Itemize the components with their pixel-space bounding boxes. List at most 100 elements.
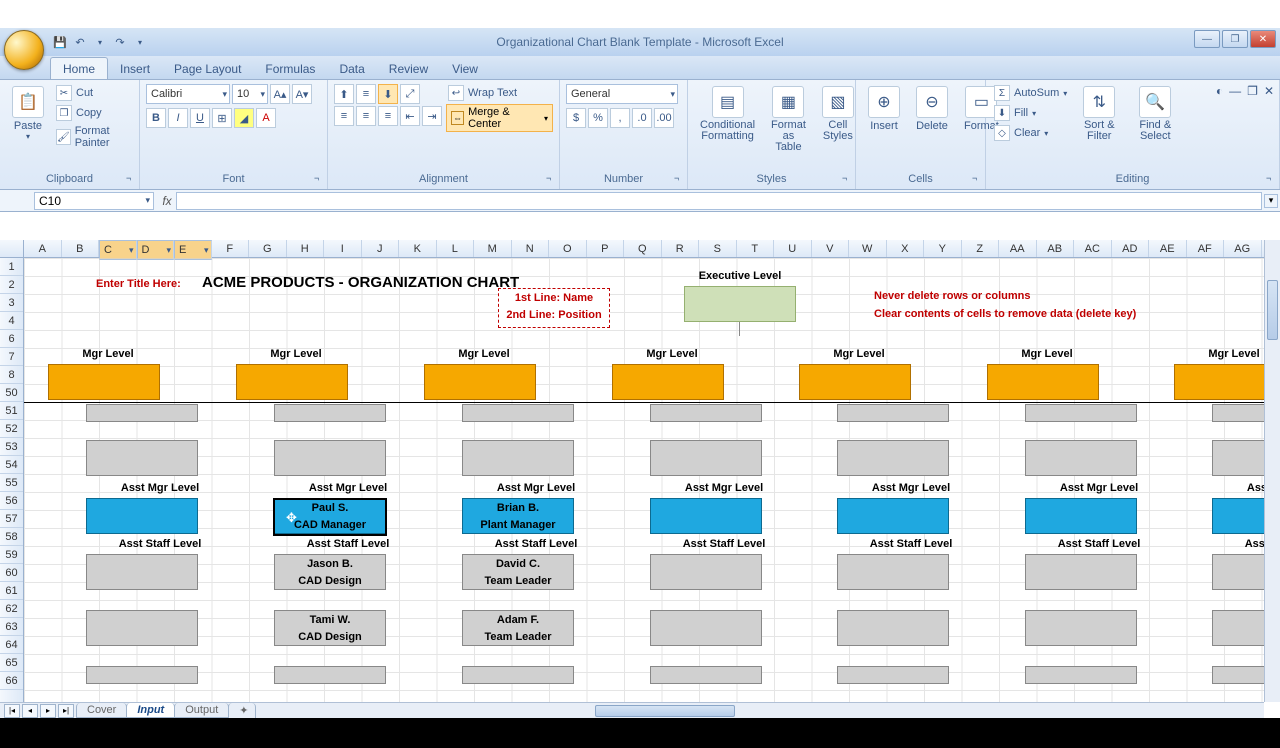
conditional-formatting-button[interactable]: ▤Conditional Formatting (694, 84, 761, 144)
asst-mgr-box[interactable] (837, 498, 949, 534)
row-header-4[interactable]: 4 (0, 312, 23, 330)
mgr-box[interactable] (799, 364, 911, 400)
sheet-tab-cover[interactable]: Cover (76, 703, 127, 718)
staff-box[interactable] (274, 440, 386, 476)
cut-button[interactable]: ✂Cut (54, 84, 133, 102)
tab-nav-first[interactable]: |◂ (4, 704, 20, 718)
asst-staff-box[interactable] (837, 554, 949, 590)
staff-box[interactable] (650, 440, 762, 476)
col-header-AE[interactable]: AE (1149, 240, 1187, 257)
asst-staff-box[interactable] (837, 610, 949, 646)
delete-cells-button[interactable]: ⊖Delete (910, 84, 954, 134)
align-right-button[interactable]: ≡ (378, 106, 398, 126)
grow-font-button[interactable]: A▴ (270, 84, 290, 104)
staff-box[interactable] (1212, 440, 1264, 476)
format-as-table-button[interactable]: ▦Format as Table (765, 84, 812, 155)
row-headers[interactable]: 1234678505152535455565758596061626364656… (0, 258, 24, 702)
col-header-AA[interactable]: AA (999, 240, 1037, 257)
asst-staff-box[interactable]: Jason B.CAD Design (274, 554, 386, 590)
vscroll-thumb[interactable] (1267, 280, 1278, 340)
asst-staff-box[interactable]: Tami W.CAD Design (274, 610, 386, 646)
col-header-AG[interactable]: AG (1224, 240, 1262, 257)
row-header-8[interactable]: 8 (0, 366, 23, 384)
number-format-select[interactable]: General (566, 84, 678, 104)
tab-view[interactable]: View (440, 58, 490, 79)
fx-icon[interactable]: fx (158, 194, 176, 208)
row-header-58[interactable]: 58 (0, 528, 23, 546)
asst-staff-box[interactable] (86, 666, 198, 684)
mgr-box[interactable] (424, 364, 536, 400)
asst-staff-box[interactable] (462, 666, 574, 684)
shrink-font-button[interactable]: A▾ (292, 84, 312, 104)
qat-undo-icon[interactable]: ↶ (72, 34, 88, 50)
asst-staff-box[interactable] (1212, 610, 1264, 646)
col-header-V[interactable]: V (812, 240, 850, 257)
row-header-65[interactable]: 65 (0, 654, 23, 672)
col-header-Z[interactable]: Z (962, 240, 1000, 257)
mgr-box[interactable] (1174, 364, 1264, 400)
find-select-button[interactable]: 🔍Find & Select (1129, 84, 1181, 144)
font-name-select[interactable]: Calibri (146, 84, 230, 104)
font-color-button[interactable]: A (256, 108, 276, 128)
select-all-button[interactable] (0, 240, 24, 257)
col-header-Y[interactable]: Y (924, 240, 962, 257)
col-header-G[interactable]: G (249, 240, 287, 257)
staff-box[interactable] (86, 440, 198, 476)
increase-indent-button[interactable]: ⇥ (422, 106, 442, 126)
asst-mgr-box[interactable] (1025, 498, 1137, 534)
row-header-51[interactable]: 51 (0, 402, 23, 420)
decrease-indent-button[interactable]: ⇤ (400, 106, 420, 126)
asst-mgr-box[interactable]: Brian B.Plant Manager (462, 498, 574, 534)
bold-button[interactable]: B (146, 108, 166, 128)
asst-staff-box[interactable]: Adam F.Team Leader (462, 610, 574, 646)
mgr-box[interactable] (987, 364, 1099, 400)
tab-formulas[interactable]: Formulas (253, 58, 327, 79)
tab-insert[interactable]: Insert (108, 58, 162, 79)
formula-expand-icon[interactable]: ▾ (1264, 194, 1278, 208)
staff-box[interactable] (1025, 440, 1137, 476)
minimize-ribbon-icon[interactable]: — (1229, 84, 1241, 98)
formula-bar[interactable] (176, 192, 1262, 210)
row-header-66[interactable]: 66 (0, 672, 23, 690)
merge-center-button[interactable]: ⇔Merge & Center▾ (446, 104, 553, 132)
asst-mgr-box[interactable] (1212, 498, 1264, 534)
qat-save-icon[interactable]: 💾 (52, 34, 68, 50)
insert-cells-button[interactable]: ⊕Insert (862, 84, 906, 134)
decrease-decimal-button[interactable]: .00 (654, 108, 674, 128)
asst-staff-box[interactable] (650, 554, 762, 590)
grid[interactable]: Enter Title Here: ACME PRODUCTS - ORGANI… (24, 258, 1264, 702)
col-header-P[interactable]: P (587, 240, 625, 257)
close-workbook-icon[interactable]: ✕ (1264, 84, 1274, 98)
col-header-AF[interactable]: AF (1187, 240, 1225, 257)
row-header-56[interactable]: 56 (0, 492, 23, 510)
currency-button[interactable]: $ (566, 108, 586, 128)
row-header-59[interactable]: 59 (0, 546, 23, 564)
mgr-box[interactable] (236, 364, 348, 400)
increase-decimal-button[interactable]: .0 (632, 108, 652, 128)
percent-button[interactable]: % (588, 108, 608, 128)
row-header-55[interactable]: 55 (0, 474, 23, 492)
col-header-B[interactable]: B (62, 240, 100, 257)
col-header-D[interactable]: D (137, 240, 175, 260)
tab-home[interactable]: Home (50, 57, 108, 79)
asst-staff-box[interactable] (650, 610, 762, 646)
qat-more-icon[interactable]: ▾ (132, 34, 148, 50)
name-box[interactable]: C10 (34, 192, 154, 210)
tab-data[interactable]: Data (327, 58, 376, 79)
paste-button[interactable]: 📋 Paste▾ (6, 84, 50, 143)
asst-staff-box[interactable] (1212, 554, 1264, 590)
col-header-Q[interactable]: Q (624, 240, 662, 257)
tab-nav-last[interactable]: ▸| (58, 704, 74, 718)
copy-button[interactable]: ❐Copy (54, 104, 133, 122)
row-header-53[interactable]: 53 (0, 438, 23, 456)
col-header-H[interactable]: H (287, 240, 325, 257)
align-left-button[interactable]: ≡ (334, 106, 354, 126)
staff-box[interactable] (274, 404, 386, 422)
asst-staff-box[interactable] (86, 554, 198, 590)
align-top-button[interactable]: ⬆ (334, 84, 354, 104)
col-header-S[interactable]: S (699, 240, 737, 257)
asst-staff-box[interactable] (1025, 610, 1137, 646)
col-header-O[interactable]: O (549, 240, 587, 257)
col-header-J[interactable]: J (362, 240, 400, 257)
asst-mgr-box[interactable] (650, 498, 762, 534)
